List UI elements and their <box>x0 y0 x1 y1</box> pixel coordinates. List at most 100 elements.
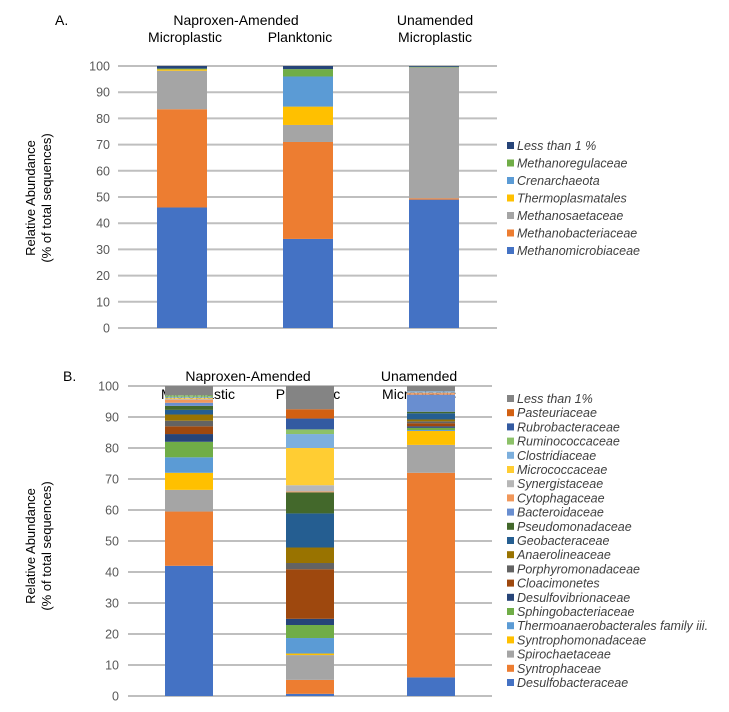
legend-label: Crenarchaeota <box>517 174 600 188</box>
bar-segment <box>407 411 455 414</box>
legend-swatch <box>507 679 514 686</box>
bar-segment <box>283 106 333 125</box>
legend-label: Less than 1 % <box>517 139 596 153</box>
bar-segment <box>165 457 213 473</box>
bar-segment <box>165 441 213 458</box>
group-header-unamended: Unamended <box>397 12 473 28</box>
legend-swatch <box>507 494 514 502</box>
legend-swatch <box>507 229 514 237</box>
bar-segment <box>286 563 334 570</box>
bar-segment <box>407 430 455 431</box>
bar-segment <box>165 420 213 427</box>
bar-segment <box>165 565 213 696</box>
bar-segment <box>407 430 455 445</box>
bar-segment <box>283 141 333 239</box>
bar-segment <box>283 66 333 70</box>
bar-segment <box>407 677 455 696</box>
category-label-microplastic: Microplastic <box>148 29 222 45</box>
y-tick-label: 10 <box>96 295 110 309</box>
bar-segment <box>165 398 213 400</box>
legend-swatch <box>507 142 514 149</box>
legend-label: Spirochaetaceae <box>517 648 611 662</box>
legend-swatch <box>507 466 514 473</box>
legend-swatch <box>507 537 514 544</box>
bar-segment <box>286 569 334 619</box>
legend-swatch <box>507 451 514 459</box>
y-tick-label: 0 <box>103 322 110 336</box>
legend-swatch <box>507 664 514 672</box>
bar-segment <box>286 618 334 626</box>
y-tick-label: 0 <box>112 690 119 704</box>
y-tick-label: 60 <box>105 504 119 518</box>
bar-segment <box>407 427 455 431</box>
bar-segment <box>409 67 459 199</box>
bar-segment <box>165 511 213 566</box>
legend-swatch <box>507 212 514 219</box>
bar-segment <box>165 426 213 435</box>
y-tick-label: 50 <box>105 535 119 549</box>
legend-label: Geobacteraceae <box>517 534 609 548</box>
category-label-unamended-microplastic: Microplastic <box>398 29 472 45</box>
bar-segment <box>286 491 334 493</box>
bar-segment <box>165 409 213 415</box>
legend-label: Cytophagaceae <box>517 491 605 505</box>
legend-swatch <box>507 194 514 202</box>
bar-segment <box>409 66 459 67</box>
bar-segment <box>407 386 455 392</box>
legend-label: Pseudomonadaceae <box>517 520 632 534</box>
bar-segment <box>286 386 334 410</box>
legend-label: Bacteroidaceae <box>517 506 604 520</box>
bar-segment <box>286 625 334 639</box>
legend-label: Methanoregulaceae <box>517 157 628 171</box>
bar-segment <box>157 66 207 69</box>
legend-swatch <box>507 409 514 417</box>
bar-segment <box>286 653 334 656</box>
legend-label: Micrococcaceae <box>517 463 607 477</box>
bar-segment <box>157 70 207 110</box>
bar-segment <box>283 69 333 77</box>
y-tick-label: 40 <box>105 566 119 580</box>
bar-segment <box>157 109 207 208</box>
legend: Less than 1%PasteuriaceaeRubrobacteracea… <box>507 392 708 690</box>
y-axis-label-line1: Relative Abundance <box>23 488 38 604</box>
bar-segment <box>407 423 455 427</box>
legend-swatch <box>507 608 514 615</box>
bar-segment <box>286 547 334 564</box>
y-tick-label: 70 <box>96 138 110 152</box>
bar-segment <box>409 198 459 200</box>
y-axis-label-line2: (% of total sequences) <box>39 481 54 610</box>
legend-label: Methanomicrobiaceae <box>517 244 640 258</box>
bar-stack <box>165 386 213 696</box>
bar-segment <box>283 238 333 328</box>
bar-segment <box>165 489 213 512</box>
bar-segment <box>286 434 334 448</box>
legend-swatch <box>507 395 514 402</box>
legend-label: Pasteuriaceae <box>517 406 597 420</box>
legend-label: Anaerolineaceae <box>516 548 611 562</box>
y-tick-label: 20 <box>96 269 110 283</box>
y-tick-label: 40 <box>96 217 110 231</box>
bar-segment <box>157 207 207 328</box>
y-tick-label: 80 <box>96 112 110 126</box>
panel-label: B. <box>63 368 76 384</box>
group-header-naproxen: Naproxen-Amended <box>185 368 310 384</box>
legend-swatch <box>507 522 514 530</box>
bar-stack <box>286 386 334 696</box>
bar-segment <box>407 393 455 395</box>
bar-segment <box>409 199 459 328</box>
bar-stack <box>409 66 459 328</box>
bar-segment <box>407 394 455 412</box>
bar-segment <box>286 418 334 430</box>
bar-segment <box>407 426 455 428</box>
y-tick-label: 70 <box>105 473 119 487</box>
bar-segment <box>165 414 213 421</box>
bar-segment <box>157 68 207 70</box>
bar-stack <box>283 66 333 328</box>
group-header-unamended: Unamended <box>381 368 457 384</box>
legend-swatch <box>507 437 514 445</box>
legend-label: Sphingobacteriaceae <box>517 605 634 619</box>
bar-segment <box>286 429 334 435</box>
legend-label: Rubrobacteraceae <box>517 420 620 434</box>
bar-segment <box>407 419 455 422</box>
bar-segment <box>165 397 213 399</box>
